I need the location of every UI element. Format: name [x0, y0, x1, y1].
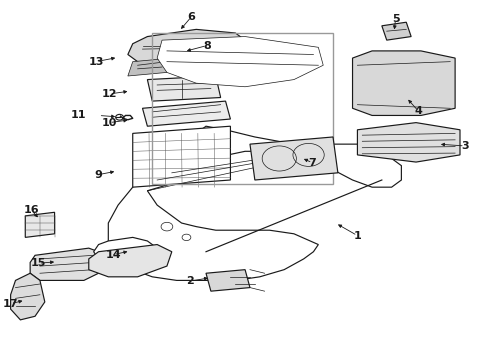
Polygon shape — [206, 270, 250, 291]
Polygon shape — [128, 58, 172, 76]
Text: 1: 1 — [354, 231, 361, 240]
Polygon shape — [133, 126, 230, 187]
Polygon shape — [30, 248, 98, 280]
Text: 7: 7 — [309, 158, 317, 168]
Text: 14: 14 — [105, 249, 121, 260]
Text: 3: 3 — [461, 141, 469, 151]
Polygon shape — [382, 22, 411, 40]
Text: 6: 6 — [187, 12, 196, 22]
Polygon shape — [352, 51, 455, 116]
Text: 2: 2 — [187, 276, 194, 286]
Polygon shape — [11, 273, 45, 320]
Polygon shape — [162, 44, 216, 69]
Text: 9: 9 — [95, 170, 102, 180]
Text: 16: 16 — [24, 206, 39, 216]
Text: 10: 10 — [101, 118, 117, 128]
Polygon shape — [147, 76, 220, 101]
Polygon shape — [357, 123, 460, 162]
Polygon shape — [25, 212, 54, 237]
Polygon shape — [128, 30, 245, 62]
Text: 15: 15 — [31, 258, 46, 268]
Bar — [152, 33, 333, 184]
Text: 13: 13 — [88, 57, 104, 67]
Text: 11: 11 — [71, 110, 86, 120]
Text: 17: 17 — [3, 299, 18, 309]
Text: 5: 5 — [392, 14, 399, 24]
Polygon shape — [94, 237, 157, 266]
Text: 4: 4 — [415, 106, 422, 116]
Polygon shape — [157, 37, 323, 87]
Text: 12: 12 — [101, 89, 117, 99]
Polygon shape — [250, 137, 338, 180]
Text: 8: 8 — [203, 41, 211, 50]
Polygon shape — [108, 126, 401, 280]
Polygon shape — [143, 101, 230, 126]
Polygon shape — [89, 244, 172, 277]
